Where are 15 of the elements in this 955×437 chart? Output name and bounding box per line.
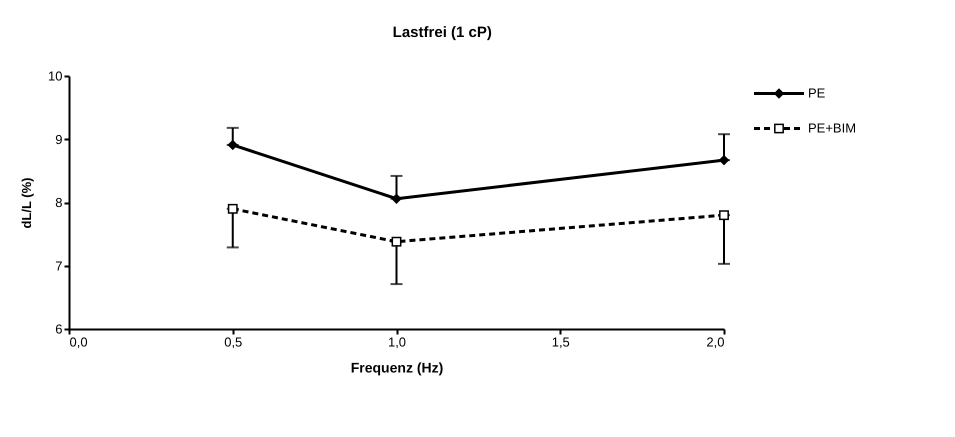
x-tick-label: 0,5 [224,334,242,350]
x-tick-label: 1,5 [552,334,570,350]
x-axis-title: Frequenz (Hz) [350,360,444,376]
y-tick-label: 7 [55,258,62,274]
x-tick-label: 0,0 [70,334,88,350]
chart-title: Lastfrei (1 cP) [392,24,492,41]
x-tick-label: 2,0 [706,334,724,350]
x-tick-label: 1,0 [388,334,406,350]
y-tick-label: 8 [55,195,62,210]
legend-label: PE+BIM [808,120,856,136]
y-axis-title: dL/L (%) [19,177,34,229]
legend-label: PE [808,86,826,100]
y-tick-label: 9 [55,132,62,147]
y-tick-label: 10 [48,68,62,84]
y-tick-label: 6 [55,322,62,336]
